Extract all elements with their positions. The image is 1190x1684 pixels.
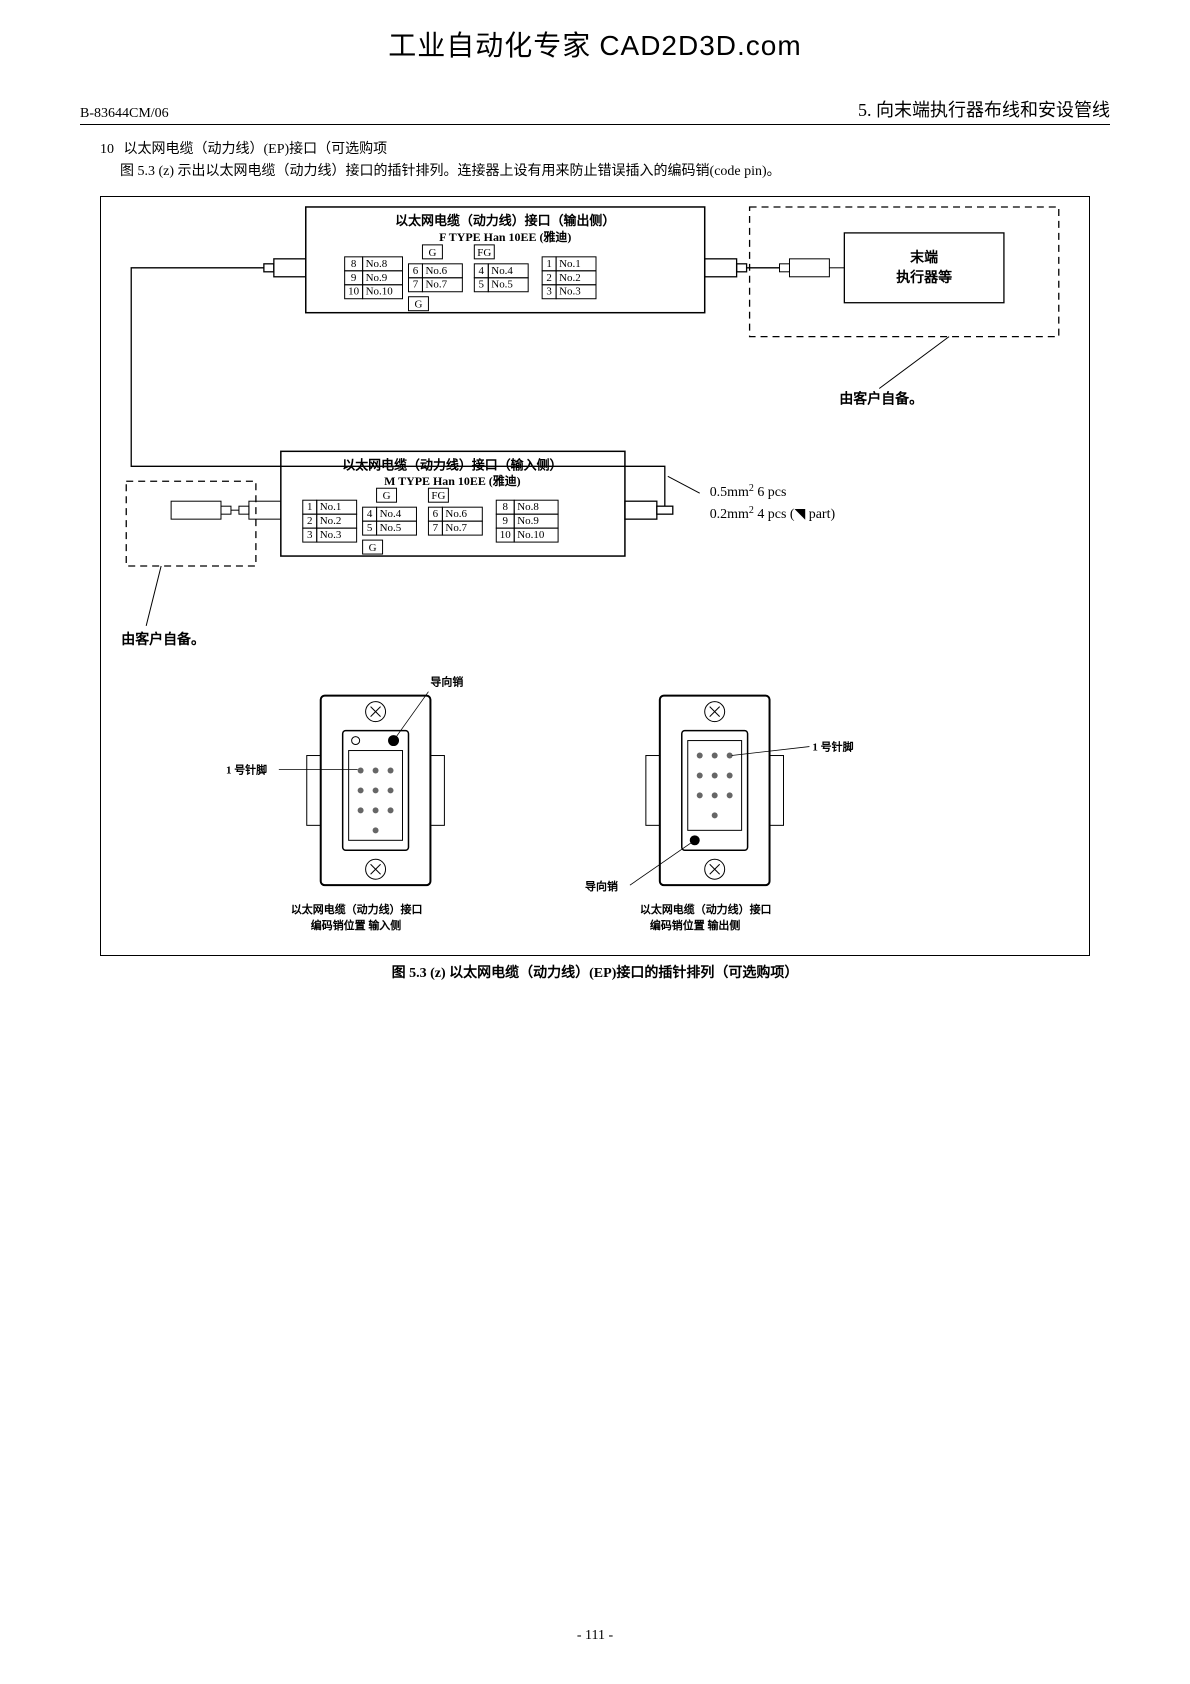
wire-spec: 0.5mm2 6 pcs 0.2mm2 4 pcs (◥ part)	[668, 476, 836, 522]
svg-text:No.8: No.8	[517, 501, 539, 513]
svg-text:末端: 末端	[910, 249, 938, 266]
svg-text:No.10: No.10	[517, 529, 545, 541]
svg-text:5: 5	[479, 279, 485, 291]
svg-text:7: 7	[413, 279, 419, 291]
svg-text:M TYPE Han 10EE (雅迪): M TYPE Han 10EE (雅迪)	[384, 473, 521, 488]
svg-text:6: 6	[433, 508, 439, 520]
svg-text:G: G	[383, 490, 391, 502]
chapter-title: 5. 向末端执行器布线和安设管线	[858, 96, 1110, 122]
svg-text:0.2mm2 4 pcs (◥ part): 0.2mm2 4 pcs (◥ part)	[710, 505, 836, 522]
svg-text:0.5mm2 6 pcs: 0.5mm2 6 pcs	[710, 483, 787, 500]
svg-text:No.1: No.1	[559, 258, 581, 270]
figure-caption: 图 5.3 (z) 以太网电缆（动力线）(EP)接口的插针排列（可选购项）	[0, 962, 1190, 982]
customer-supply-left: 由客户自备。	[121, 481, 281, 648]
item-description: 图 5.3 (z) 示出以太网电缆（动力线）接口的插针排列。连接器上设有用来防止…	[120, 161, 1110, 183]
svg-text:以太网电缆（动力线）接口（输入侧）: 以太网电缆（动力线）接口（输入侧）	[342, 457, 562, 472]
svg-text:No.6: No.6	[445, 508, 467, 520]
svg-text:No.3: No.3	[320, 529, 342, 541]
svg-text:No.5: No.5	[491, 279, 513, 291]
svg-text:No.3: No.3	[559, 286, 581, 298]
svg-text:6: 6	[413, 265, 419, 277]
svg-text:8: 8	[351, 258, 357, 270]
svg-text:8: 8	[502, 501, 508, 513]
svg-text:FG: FG	[431, 490, 445, 502]
customer-supply-upper: 由客户自备。	[839, 390, 923, 407]
svg-text:No.4: No.4	[491, 265, 513, 277]
section-item-10: 10 以太网电缆（动力线）(EP)接口（可选购项 图 5.3 (z) 示出以太网…	[120, 139, 1110, 184]
doc-code: B-83644CM/06	[80, 106, 169, 122]
svg-text:FG: FG	[477, 247, 491, 259]
svg-text:以太网电缆（动力线）接口: 以太网电缆（动力线）接口	[640, 902, 772, 916]
svg-text:9: 9	[351, 272, 357, 284]
svg-text:导向销: 导向销	[430, 674, 463, 688]
svg-text:2: 2	[307, 515, 312, 527]
svg-text:G: G	[428, 247, 436, 259]
brand-cn: 工业自动化专家	[388, 31, 599, 62]
svg-text:No.2: No.2	[559, 272, 581, 284]
svg-text:No.1: No.1	[320, 501, 342, 513]
item-number: 10	[92, 139, 120, 161]
svg-text:No.9: No.9	[366, 272, 388, 284]
svg-text:2: 2	[546, 272, 551, 284]
svg-text:G: G	[415, 298, 423, 310]
svg-text:编码销位置 输出侧: 编码销位置 输出侧	[650, 918, 741, 932]
svg-text:No.2: No.2	[320, 515, 342, 527]
svg-text:No.8: No.8	[366, 258, 388, 270]
svg-text:4: 4	[479, 265, 485, 277]
svg-text:9: 9	[502, 515, 508, 527]
out-title: 以太网电缆（动力线）接口（输出侧）	[395, 213, 615, 228]
page-header-brand: 工业自动化专家 CAD2D3D.com	[0, 0, 1190, 72]
svg-text:No.6: No.6	[425, 265, 447, 277]
svg-text:3: 3	[546, 286, 552, 298]
cable-top-to-effector	[705, 259, 780, 277]
svg-text:以太网电缆（动力线）接口: 以太网电缆（动力线）接口	[291, 902, 423, 916]
svg-text:编码销位置 输入侧: 编码销位置 输入侧	[311, 918, 402, 932]
svg-text:1: 1	[546, 258, 551, 270]
doc-header: B-83644CM/06 5. 向末端执行器布线和安设管线	[80, 96, 1110, 125]
out-pin-table: 8 No.8 9 No.9 10 No.10 G 6 No.6 7 No.7 G…	[345, 245, 596, 311]
svg-text:10: 10	[348, 286, 359, 298]
brand-en: CAD2D3D.com	[599, 30, 801, 61]
out-sub: F TYPE Han 10EE (雅迪)	[439, 229, 571, 244]
page-number: - 111 -	[0, 1628, 1190, 1644]
input-connector-box: 以太网电缆（动力线）接口（输入侧） M TYPE Han 10EE (雅迪) 1…	[281, 451, 625, 556]
svg-text:1: 1	[307, 501, 312, 513]
svg-text:No.10: No.10	[366, 286, 394, 298]
svg-text:No.7: No.7	[445, 522, 467, 534]
svg-text:导向销: 导向销	[585, 879, 618, 893]
svg-text:3: 3	[307, 529, 313, 541]
svg-text:No.9: No.9	[517, 515, 539, 527]
output-connector-box: 以太网电缆（动力线）接口（输出侧） F TYPE Han 10EE (雅迪) 8…	[306, 207, 705, 313]
connector-drawing-right: 1 号针脚 导向销 以太网电缆（动力线）接口 编码销位置 输出侧	[585, 695, 854, 931]
svg-text:10: 10	[500, 529, 511, 541]
svg-text:No.4: No.4	[380, 508, 402, 520]
svg-text:1 号针脚: 1 号针脚	[226, 762, 267, 776]
svg-text:5: 5	[367, 522, 373, 534]
svg-text:4: 4	[367, 508, 373, 520]
item-title: 以太网电缆（动力线）(EP)接口（可选购项	[124, 142, 388, 157]
connector-drawing-left: 导向销 1 号针脚 以太网电缆（动力线）接口 编码销位置 输入侧	[226, 674, 463, 931]
svg-text:7: 7	[433, 522, 439, 534]
svg-text:由客户自备。: 由客户自备。	[121, 631, 205, 648]
svg-text:G: G	[369, 542, 377, 554]
svg-text:No.5: No.5	[380, 522, 402, 534]
svg-text:1 号针脚: 1 号针脚	[812, 739, 853, 753]
svg-text:No.7: No.7	[425, 279, 447, 291]
end-effector-box: 末端 执行器等 由客户自备。	[750, 207, 1059, 407]
in-pin-table: 1 No.1 2 No.2 3 No.3 G 4 No.4 5 No.5 G F…	[303, 488, 558, 554]
wiring-diagram: 以太网电缆（动力线）接口（输出侧） F TYPE Han 10EE (雅迪) 8…	[100, 196, 1090, 956]
svg-text:执行器等: 执行器等	[896, 269, 952, 286]
